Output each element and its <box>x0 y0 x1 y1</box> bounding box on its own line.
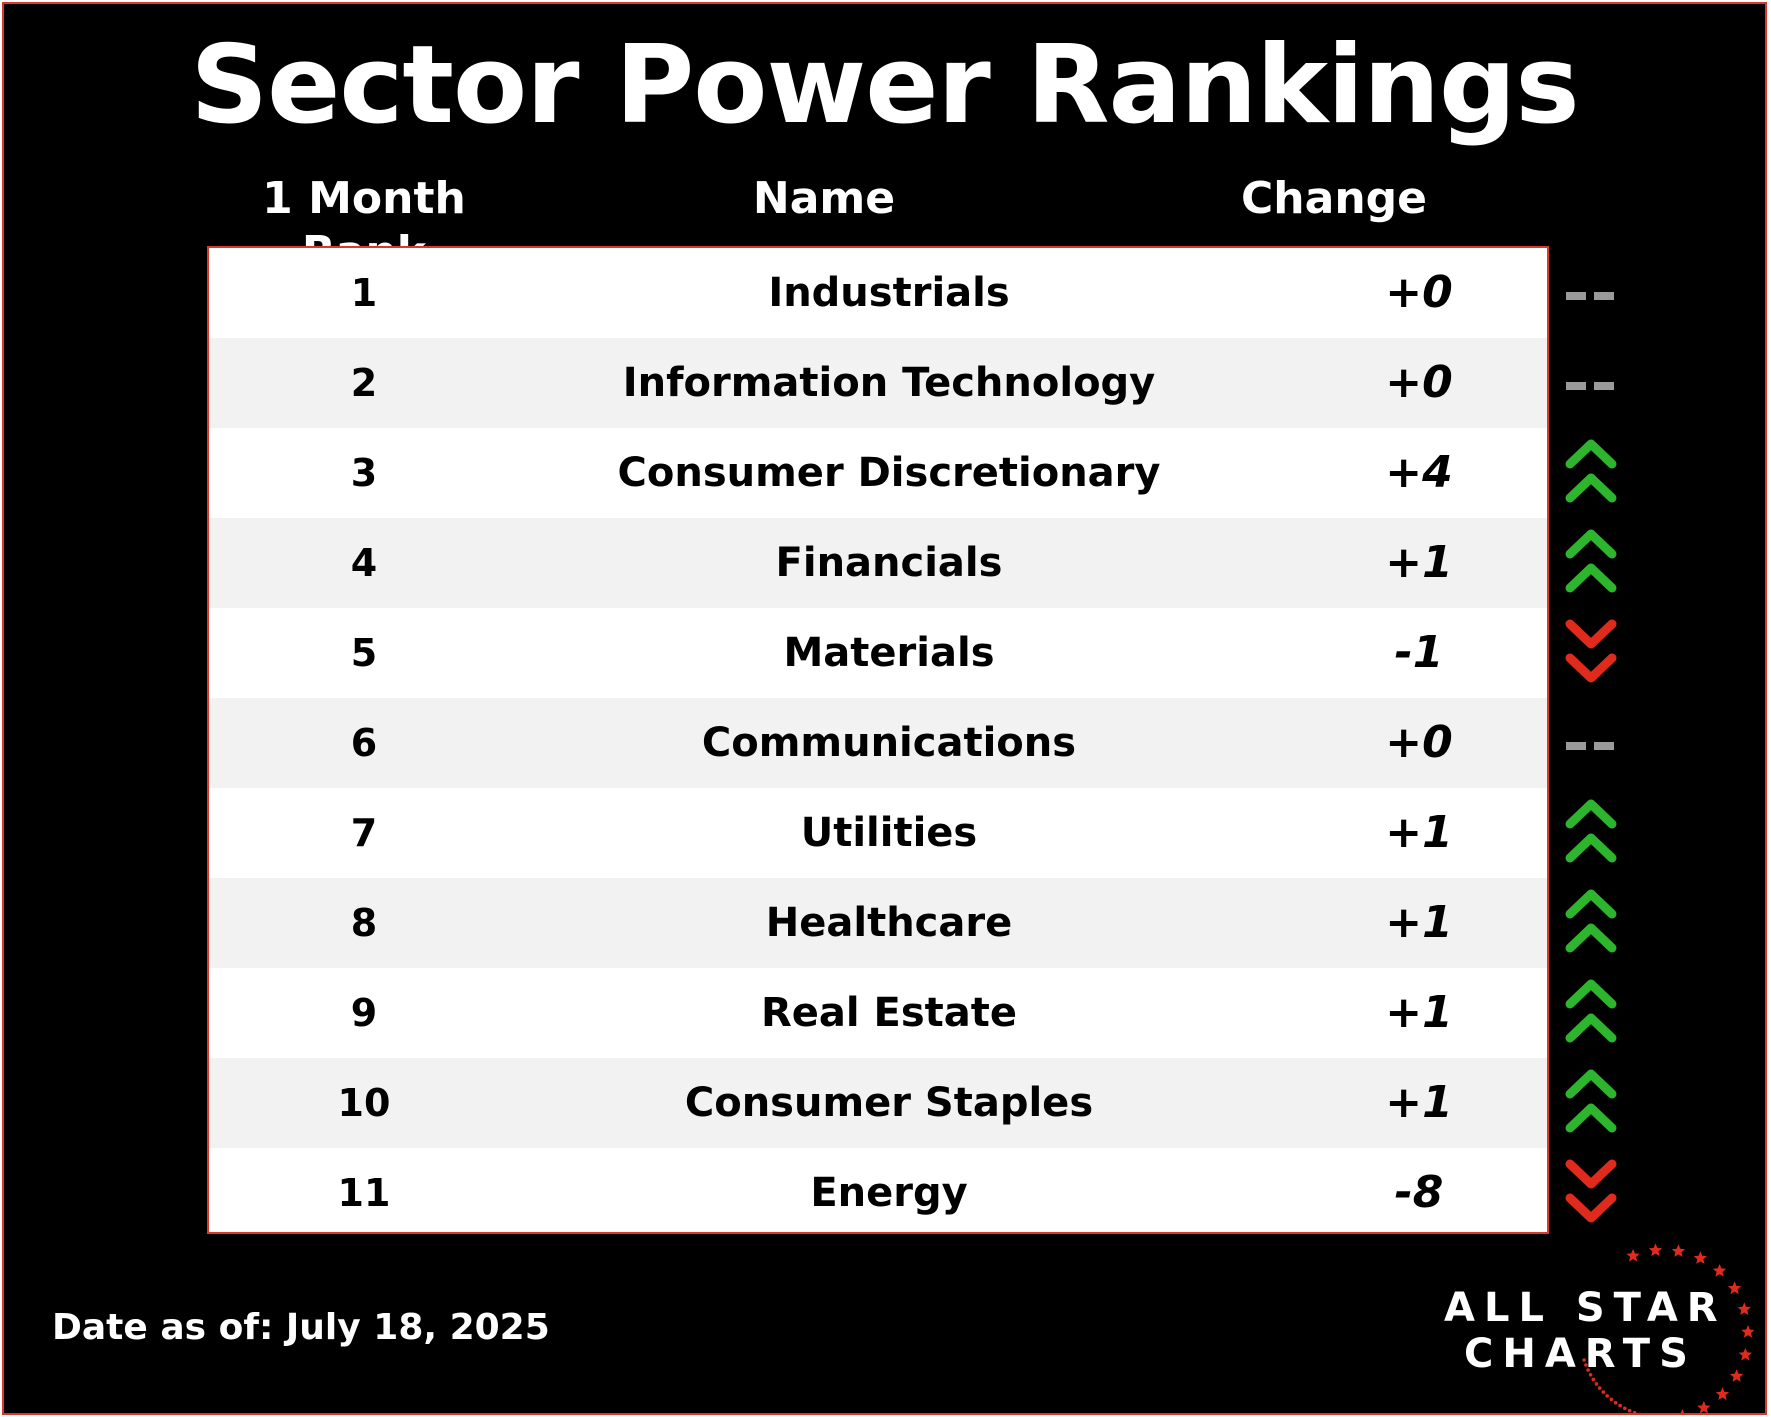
table-row: 6 Communications +0 <box>209 698 1547 788</box>
rank-cell: 4 <box>350 541 378 585</box>
rank-cell: 9 <box>350 991 378 1035</box>
table-row: 1 Industrials +0 <box>209 248 1547 338</box>
change-cell: +4 <box>1385 447 1453 498</box>
table-row: 8 Healthcare +1 <box>209 878 1547 968</box>
double-chevron-up-icon <box>1562 518 1620 608</box>
sector-name-cell: Healthcare <box>765 900 1013 946</box>
table-row: 10 Consumer Staples +1 <box>209 1058 1547 1148</box>
change-cell: +1 <box>1385 1077 1453 1128</box>
double-chevron-down-icon <box>1562 608 1620 698</box>
double-chevron-down-icon <box>1562 1148 1620 1238</box>
sector-name-cell: Consumer Discretionary <box>617 450 1161 496</box>
change-cell: +1 <box>1385 987 1453 1038</box>
rank-cell: 2 <box>350 361 378 405</box>
sector-name-cell: Energy <box>810 1170 968 1216</box>
table-row: 5 Materials -1 <box>209 608 1547 698</box>
double-chevron-up-icon <box>1562 878 1620 968</box>
double-chevron-up-icon <box>1562 1058 1620 1148</box>
rank-cell: 11 <box>337 1171 391 1215</box>
double-chevron-up-icon <box>1562 788 1620 878</box>
change-cell: +0 <box>1385 717 1453 768</box>
column-header-name: Name <box>752 173 896 224</box>
change-cell: +0 <box>1385 357 1453 408</box>
rank-cell: 6 <box>350 721 378 765</box>
sector-name-cell: Utilities <box>800 810 978 856</box>
table-row: 4 Financials +1 <box>209 518 1547 608</box>
double-chevron-up-icon <box>1562 428 1620 518</box>
sector-name-cell: Real Estate <box>760 990 1018 1036</box>
sector-name-cell: Information Technology <box>622 360 1156 406</box>
logo-stars-icon <box>1582 1243 1754 1414</box>
table-row: 3 Consumer Discretionary +4 <box>209 428 1547 518</box>
rankings-table: 1 Industrials +0 2 Information Technology +0 3… <box>207 246 1549 1234</box>
double-dash-icon <box>1562 698 1620 788</box>
table-row: 11 Energy -8 <box>209 1148 1547 1238</box>
sector-name-cell: Financials <box>775 540 1003 586</box>
sector-name-cell: Materials <box>783 630 995 676</box>
rank-cell: 8 <box>350 901 378 945</box>
change-cell: -8 <box>1394 1167 1444 1218</box>
sector-name-cell: Industrials <box>768 270 1010 316</box>
double-dash-icon <box>1562 338 1620 428</box>
rank-cell: 5 <box>350 631 378 675</box>
sector-name-cell: Consumer Staples <box>684 1080 1094 1126</box>
table-row: 9 Real Estate +1 <box>209 968 1547 1058</box>
change-cell: +1 <box>1385 897 1453 948</box>
change-cell: +1 <box>1385 807 1453 858</box>
logo-line-1: ALL STAR <box>1444 1285 1727 1331</box>
logo-line-2: CHARTS <box>1464 1331 1697 1377</box>
change-cell: +0 <box>1385 267 1453 318</box>
table-row: 7 Utilities +1 <box>209 788 1547 878</box>
change-cell: +1 <box>1385 537 1453 588</box>
rank-cell: 7 <box>350 811 378 855</box>
rank-cell: 10 <box>337 1081 391 1125</box>
double-dash-icon <box>1562 248 1620 338</box>
date-footer: Date as of: July 18, 2025 <box>52 1307 550 1348</box>
all-star-charts-logo: ALL STAR CHARTS <box>1434 1234 1754 1414</box>
double-chevron-up-icon <box>1562 968 1620 1058</box>
column-header-change: Change <box>1241 173 1427 224</box>
rank-cell: 3 <box>350 451 378 495</box>
table-row: 2 Information Technology +0 <box>209 338 1547 428</box>
rank-cell: 1 <box>350 271 378 315</box>
page-title: Sector Power Rankings <box>190 23 1579 148</box>
change-cell: -1 <box>1394 627 1444 678</box>
sector-name-cell: Communications <box>701 720 1077 766</box>
